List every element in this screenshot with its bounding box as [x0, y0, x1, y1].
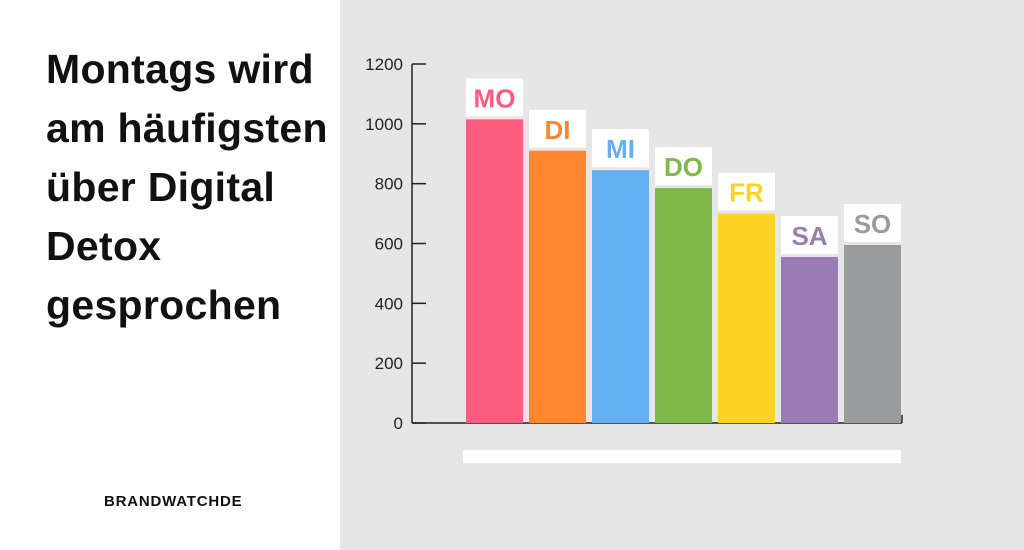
bar-label-box [844, 203, 901, 242]
category-label: FR [729, 178, 764, 208]
bar-label-box [529, 109, 586, 148]
category-label: SA [791, 221, 827, 251]
bar-chart: 0 200 400 600 800 1000 1200 MO DI MI DO FR SA SO [365, 55, 903, 463]
left-panel: Montags wird am häufigsten über Digital … [0, 0, 340, 550]
y-tick-label: 1000 [365, 115, 403, 134]
category-label: MO [474, 83, 516, 113]
y-tick-label: 0 [394, 414, 403, 433]
y-tick-label: 200 [375, 354, 403, 373]
bar-label-box [781, 215, 838, 254]
bar-do [655, 188, 712, 423]
y-tick-label: 400 [375, 294, 403, 313]
y-tick-label: 600 [375, 235, 403, 254]
y-tick-label: 1200 [365, 55, 403, 74]
bottom-strip [463, 450, 901, 463]
category-label: DO [664, 152, 703, 182]
y-tick-label: 800 [375, 175, 403, 194]
bar-sa [781, 256, 838, 423]
bar-label-box [718, 172, 775, 211]
category-label: MI [606, 134, 635, 164]
category-label: DI [545, 115, 571, 145]
brand-label: BRANDWATCHDE [104, 493, 243, 510]
bar-so [844, 244, 901, 423]
bar-di [529, 150, 586, 423]
bar-label-box [655, 147, 712, 186]
bar-label-box [592, 129, 649, 168]
bar-mi [592, 170, 649, 423]
bar-label-box [466, 78, 523, 117]
category-label: SO [854, 209, 892, 239]
chart-panel: 0 200 400 600 800 1000 1200 MO DI MI DO FR SA SO [340, 0, 1024, 550]
bar-mo [466, 119, 523, 424]
headline: Montags wird am häufigsten über Digital … [46, 46, 328, 328]
bar-fr [718, 213, 775, 423]
